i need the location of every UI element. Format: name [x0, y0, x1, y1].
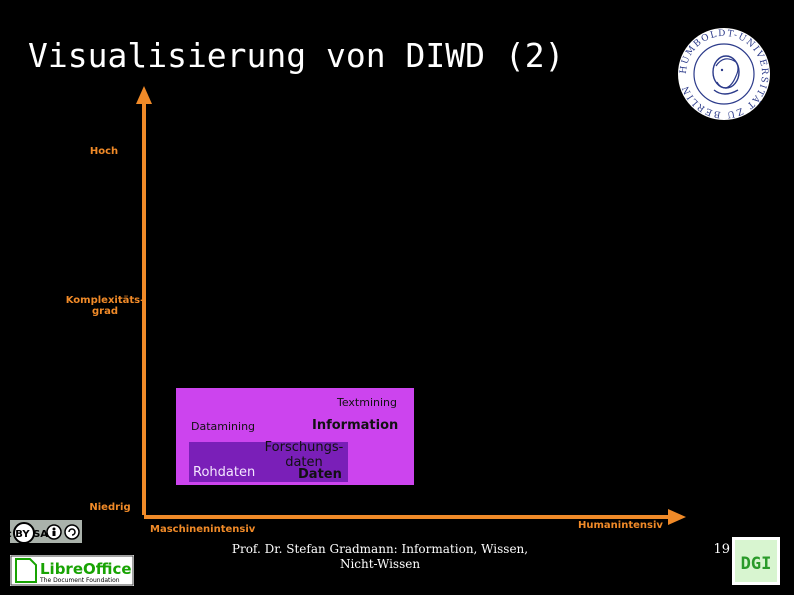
label-information: Information — [312, 418, 399, 433]
dgi-logo: DGI — [732, 537, 780, 585]
libreoffice-logo: LibreOffice The Document Foundation — [10, 555, 134, 586]
libreoffice-subtitle: The Document Foundation — [39, 577, 120, 584]
y-label-low: Niedrig — [89, 502, 131, 513]
label-datamining: Datamining — [191, 420, 256, 433]
footer-text: Prof. Dr. Stefan Gradmann: Information, … — [231, 542, 529, 571]
label-daten: Daten — [298, 467, 342, 482]
university-seal-logo: HUMBOLDT-UNIVERSITÄT ZU BERLIN — [678, 28, 770, 120]
x-label-left: Maschinenintensiv — [150, 524, 256, 535]
cc-by-sa-icon: cc BY SA — [10, 520, 82, 550]
y-label-high: Hoch — [89, 146, 119, 157]
inner-data-box — [189, 442, 348, 482]
page-number: 19 — [713, 542, 730, 557]
libreoffice-name: LibreOffice — [40, 560, 132, 578]
x-axis-arrowhead — [668, 509, 686, 525]
y-label-complexity: Komplexitäts- grad — [65, 295, 145, 317]
label-forschungsdaten: Forschungs- daten — [264, 440, 344, 470]
dgi-text: DGI — [741, 554, 772, 574]
cc-badge-text: cc BY SA — [10, 529, 48, 540]
y-axis-arrowhead — [136, 86, 152, 104]
x-label-right: Humanintensiv — [578, 520, 663, 531]
slide-title: Visualisierung von DIWD (2) — [28, 36, 565, 75]
label-rohdaten: Rohdaten — [193, 465, 256, 480]
label-textmining: Textmining — [337, 396, 398, 409]
